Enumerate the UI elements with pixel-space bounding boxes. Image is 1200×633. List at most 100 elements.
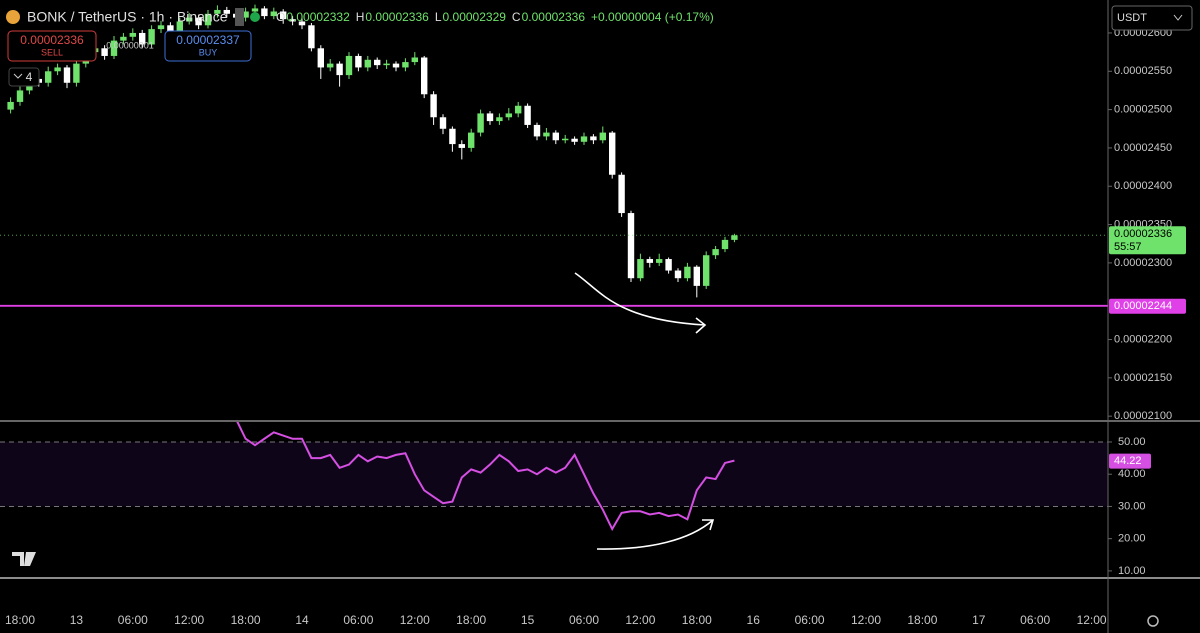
candle-body	[609, 132, 616, 175]
candle-body	[63, 67, 71, 83]
candle-body	[308, 25, 315, 49]
indicator-toggle[interactable]	[8, 67, 40, 87]
chevron	[1173, 14, 1183, 21]
candle-body	[477, 113, 484, 133]
candle-body	[7, 101, 14, 110]
x-tick-label: 16	[747, 613, 761, 627]
candle-body	[693, 266, 700, 286]
ohlc-value: 0.00002336	[365, 10, 429, 24]
ohlc-key: C	[512, 10, 521, 24]
buy-label: BUY	[199, 47, 218, 57]
x-tick-label: 18:00	[231, 613, 261, 627]
candle-body	[73, 63, 80, 83]
indicator-count: 4	[26, 70, 33, 84]
candle-body	[712, 249, 719, 256]
candle-body	[110, 40, 118, 56]
y-tick-label: 10.00	[1118, 565, 1146, 577]
y-tick-label: 30.00	[1118, 500, 1146, 512]
candle-body	[289, 19, 296, 22]
hline-label: 0.00002244	[1114, 300, 1172, 312]
y-tick-label: 0.00002550	[1114, 65, 1172, 77]
candle-body	[251, 8, 259, 12]
candle-body	[214, 9, 221, 14]
candle-body	[364, 59, 371, 68]
x-tick-label: 18:00	[907, 613, 937, 627]
buy-button[interactable]	[164, 30, 252, 62]
candle-body	[54, 67, 61, 72]
candle-body	[571, 138, 578, 142]
x-tick-label: 06:00	[118, 613, 148, 627]
tv-logo	[12, 552, 36, 566]
candle-body	[139, 32, 146, 45]
candle-body	[421, 57, 428, 95]
chevron	[13, 73, 23, 79]
candle-body	[242, 11, 249, 18]
candle-body	[590, 136, 597, 141]
candle-body	[327, 63, 334, 68]
status-icon	[235, 8, 244, 26]
candle-body	[45, 71, 52, 83]
ohlc-value: 0.00002336	[522, 10, 586, 24]
y-tick-label: 20.00	[1118, 533, 1146, 545]
x-tick-label: 14	[295, 613, 309, 627]
candle-body	[167, 25, 174, 33]
x-tick-label: 06:00	[1020, 613, 1050, 627]
candle-body	[524, 105, 531, 125]
x-tick-label: 17	[972, 613, 986, 627]
sell-button[interactable]	[7, 30, 97, 62]
ohlc-key: O	[276, 10, 285, 24]
candle-body	[402, 62, 409, 68]
candle-body	[186, 17, 193, 22]
candle-body	[684, 266, 691, 279]
candle-body	[345, 55, 353, 76]
rsi-value-box	[1109, 453, 1151, 469]
buy-price: 0.00002337	[176, 33, 240, 47]
candle-body	[195, 17, 202, 26]
candle-body	[101, 48, 108, 56]
candle-body	[148, 29, 155, 45]
market-open-dot	[250, 12, 260, 22]
candle-body	[317, 48, 324, 68]
ohlc-key: H	[356, 10, 365, 24]
candle-body	[374, 59, 381, 66]
candle-body	[599, 132, 606, 141]
candle-body	[355, 55, 362, 68]
candle-body	[176, 21, 183, 33]
last-price-label: 0.00002336	[1114, 228, 1172, 240]
drawn-arrow	[574, 272, 707, 334]
currency-select[interactable]	[1111, 5, 1193, 31]
rsi-band	[0, 441, 1108, 507]
y-tick-label: 0.00002150	[1114, 372, 1172, 384]
symbol-icon	[6, 10, 20, 24]
settings-icon[interactable]	[1147, 615, 1159, 627]
ohlc-value: 0.00002332	[286, 10, 350, 24]
price-change: +0.00000004 (+0.17%)	[591, 10, 714, 24]
candle-body	[703, 255, 710, 286]
candle-body	[496, 117, 503, 122]
candle-body	[731, 235, 738, 240]
candle-body	[646, 259, 653, 263]
y-tick-label: 50.00	[1118, 436, 1146, 448]
y-tick-label: 0.00002400	[1114, 180, 1172, 192]
candle-body	[270, 11, 277, 17]
candle-body	[627, 213, 635, 279]
y-tick-label: 0.00002450	[1114, 142, 1172, 154]
ohlc-key: L	[435, 10, 442, 24]
countdown: 55:57	[1114, 241, 1142, 253]
candle-body	[223, 9, 230, 14]
candle-body	[16, 90, 24, 102]
candle-body	[298, 21, 306, 26]
y-tick-label: 0.00002200	[1114, 333, 1172, 345]
candle-body	[204, 13, 212, 26]
hline-box	[1109, 298, 1186, 314]
symbol: BONK / TetherUS · 1h · Binance	[27, 9, 228, 25]
candle-body	[580, 136, 588, 142]
candle-body	[157, 25, 165, 30]
sell-price: 0.00002336	[20, 33, 84, 47]
candle-body	[637, 259, 644, 279]
currency: USDT	[1117, 12, 1147, 24]
candle-body	[674, 270, 682, 279]
candle-body	[336, 63, 343, 76]
drawn-arrow	[596, 519, 715, 550]
